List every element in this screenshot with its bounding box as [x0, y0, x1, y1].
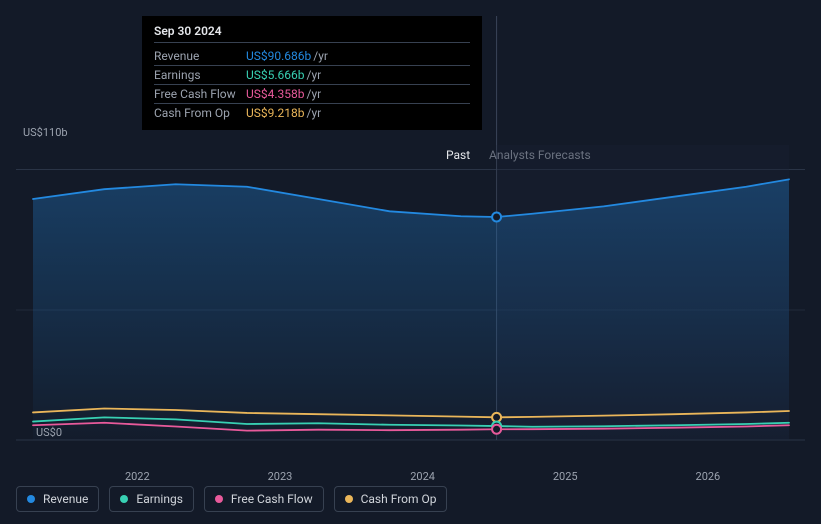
tooltip-row-earnings: EarningsUS$5.666b/yr: [154, 66, 470, 85]
tooltip-value: US$9.218b: [246, 106, 305, 120]
y-axis-min-label: US$0: [36, 426, 62, 439]
tooltip-value: US$5.666b: [246, 68, 305, 82]
tooltip-label: Earnings: [154, 68, 246, 82]
tooltip-value: US$90.686b: [246, 49, 311, 63]
forecast-label: Analysts Forecasts: [489, 148, 591, 162]
legend-item-cashfromop[interactable]: Cash From Op: [334, 486, 448, 512]
tooltip-unit: /yr: [307, 87, 322, 101]
tooltip-label: Cash From Op: [154, 106, 246, 120]
tooltip-value: US$4.358b: [246, 87, 305, 101]
tooltip-unit: /yr: [313, 49, 328, 63]
tooltip-unit: /yr: [307, 68, 322, 82]
legend-label: Free Cash Flow: [231, 492, 313, 506]
tooltip-row-cash-from-op: Cash From OpUS$9.218b/yr: [154, 104, 470, 122]
legend-item-freecashflow[interactable]: Free Cash Flow: [204, 486, 324, 512]
legend-item-earnings[interactable]: Earnings: [109, 486, 194, 512]
legend-dot-icon: [215, 495, 223, 503]
x-tick-label: 2025: [553, 470, 578, 483]
tooltip-label: Revenue: [154, 49, 246, 63]
past-label: Past: [446, 148, 470, 162]
legend-dot-icon: [345, 495, 353, 503]
x-tick-label: 2023: [268, 470, 293, 483]
legend-label: Cash From Op: [361, 492, 437, 506]
tooltip-label: Free Cash Flow: [154, 87, 246, 101]
legend-label: Revenue: [43, 492, 88, 506]
legend-label: Earnings: [136, 492, 183, 506]
legend-item-revenue[interactable]: Revenue: [16, 486, 99, 512]
chart-container: Sep 30 2024 RevenueUS$90.686b/yrEarnings…: [16, 0, 805, 524]
x-tick-label: 2022: [125, 470, 150, 483]
tooltip-row-free-cash-flow: Free Cash FlowUS$4.358b/yr: [154, 85, 470, 104]
x-tick-label: 2026: [696, 470, 721, 483]
tooltip-row-revenue: RevenueUS$90.686b/yr: [154, 47, 470, 66]
tooltip-date: Sep 30 2024: [154, 24, 470, 43]
legend: Revenue Earnings Free Cash Flow Cash From O…: [16, 486, 447, 512]
tooltip-unit: /yr: [307, 106, 322, 120]
y-axis-max-label: US$110b: [23, 126, 68, 139]
legend-dot-icon: [120, 495, 128, 503]
legend-dot-icon: [27, 495, 35, 503]
chart-tooltip: Sep 30 2024 RevenueUS$90.686b/yrEarnings…: [142, 16, 482, 130]
x-tick-label: 2024: [410, 470, 435, 483]
